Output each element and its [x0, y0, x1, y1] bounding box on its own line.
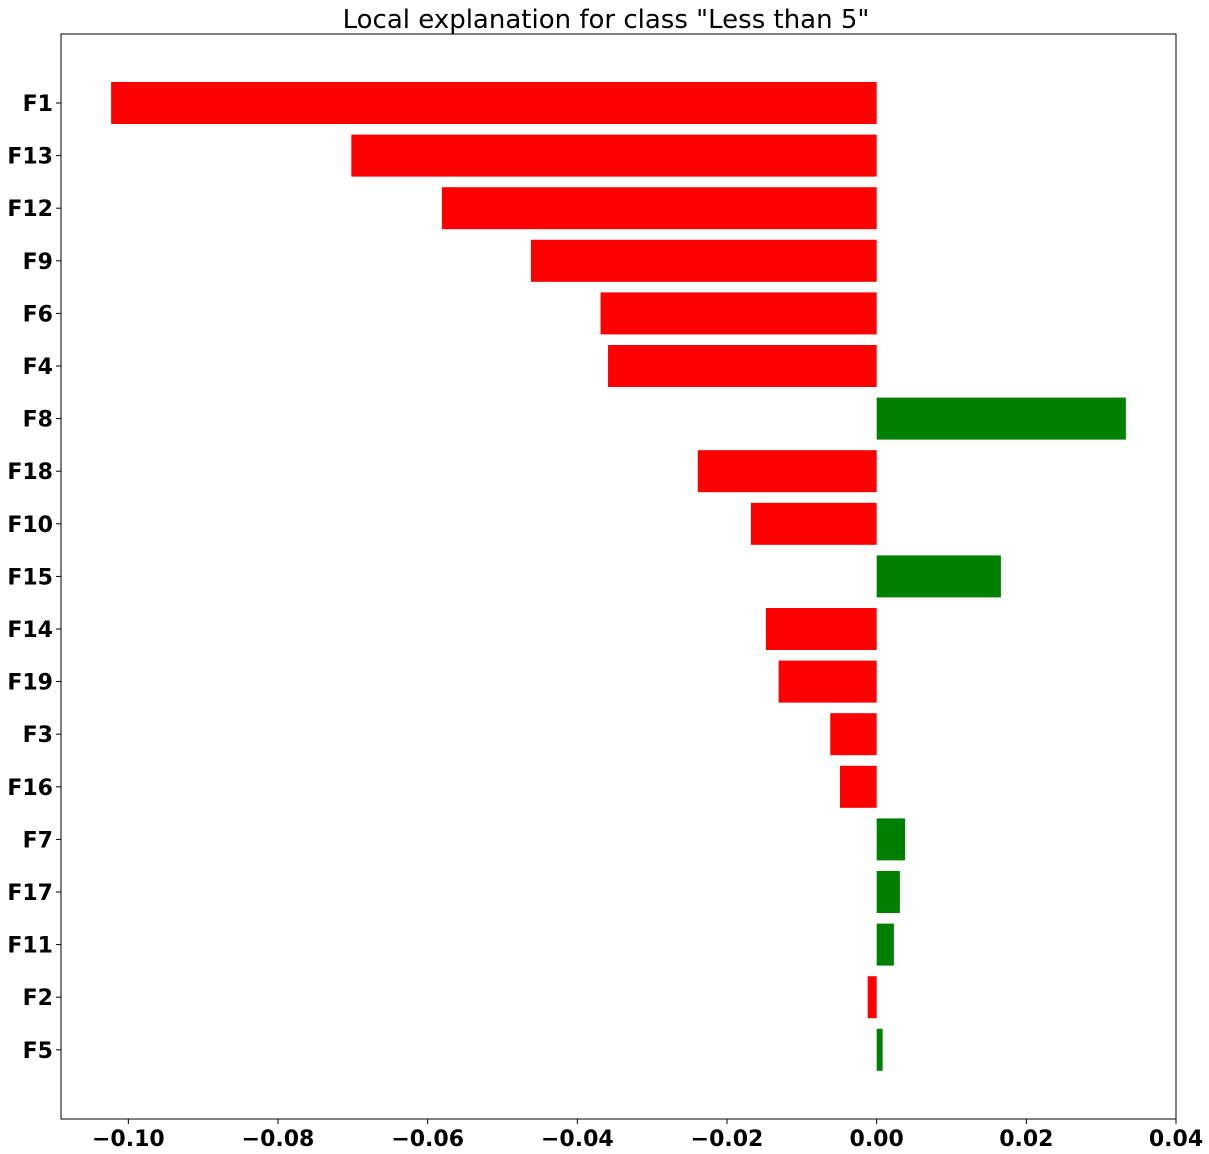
bar-f11: [876, 923, 894, 966]
y-tick-label: F16: [7, 776, 53, 801]
y-tick-labels: F1 F13 F12 F9 F6 F4 F8 F18 F10 F15 F14 F19 F3 F16 F7 F1…: [7, 92, 61, 1064]
bar-f12: [441, 187, 877, 230]
x-tick-label: −0.06: [391, 1127, 464, 1152]
y-tick-label: F10: [7, 513, 53, 538]
y-tick-label: F5: [23, 1039, 53, 1064]
bar-f6: [600, 292, 877, 335]
bars: [111, 82, 1126, 1071]
y-tick-label: F8: [23, 408, 53, 433]
y-tick-label: F15: [7, 565, 53, 590]
bar-f17: [876, 871, 900, 913]
y-tick-label: F9: [23, 250, 53, 275]
y-tick-label: F4: [23, 355, 53, 380]
x-tick-label: 0.02: [999, 1127, 1053, 1152]
bar-f8: [876, 397, 1126, 440]
y-tick-label: F7: [23, 828, 53, 853]
y-tick-label: F19: [7, 671, 53, 696]
y-tick-label: F6: [23, 302, 53, 327]
bar-f2: [867, 976, 877, 1019]
x-tick-label: −0.04: [541, 1127, 614, 1152]
y-tick-label: F18: [7, 460, 53, 485]
y-tick-label: F12: [7, 197, 53, 222]
y-tick-label: F3: [23, 723, 53, 748]
y-tick-label: F2: [23, 986, 53, 1011]
bar-f15: [876, 555, 1001, 598]
chart-title: Local explanation for class "Less than 5…: [343, 5, 870, 35]
x-ticks: −0.10 −0.08 −0.06 −0.04 −0.02 0.00 0.02 0.04: [92, 1119, 1203, 1152]
bar-f5: [876, 1028, 883, 1071]
x-tick-label: −0.08: [242, 1127, 315, 1152]
bar-f9: [530, 239, 877, 282]
y-tick-label: F1: [23, 92, 53, 117]
y-tick-label: F11: [7, 934, 53, 959]
bar-f4: [608, 345, 877, 387]
bar-f16: [840, 765, 877, 808]
bar-f18: [697, 450, 877, 493]
plot-frame: [60, 33, 1177, 1120]
bar-f3: [830, 713, 877, 756]
x-tick-label: −0.10: [92, 1127, 165, 1152]
y-tick-label: F17: [7, 881, 53, 906]
bar-f10: [750, 502, 877, 545]
bar-f1: [111, 82, 877, 124]
bar-f19: [778, 660, 877, 703]
bar-f14: [765, 608, 877, 650]
bar-f7: [876, 818, 906, 861]
bar-f13: [351, 134, 877, 177]
y-tick-label: F14: [7, 618, 53, 643]
y-tick-label: F13: [7, 145, 53, 170]
x-tick-label: −0.02: [691, 1127, 764, 1152]
x-tick-label: 0.00: [850, 1127, 904, 1152]
x-tick-label: 0.04: [1149, 1127, 1203, 1152]
